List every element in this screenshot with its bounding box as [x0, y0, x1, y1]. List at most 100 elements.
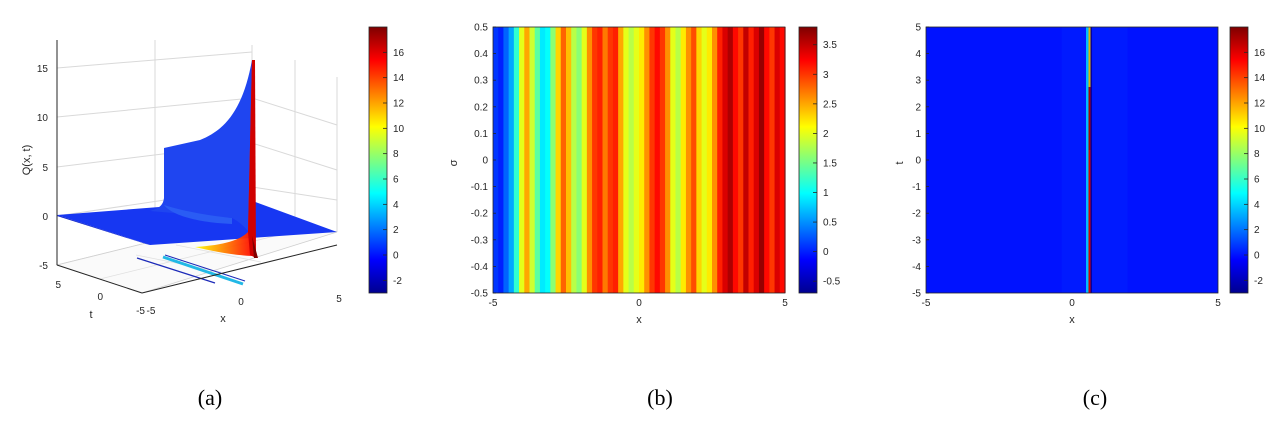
colorbar-tick-label: -0.5 — [823, 277, 841, 288]
colorbar-tick-label: 3 — [823, 70, 829, 81]
colorbar-tick-label: 2 — [393, 225, 399, 236]
panel-a: 15 10 5 0 -5 Q(x, t) 5 0 -5 t -5 0 5 x 1… — [21, 26, 405, 410]
colorbar-a: 16 14 12 10 8 6 4 2 0 -2 — [368, 26, 405, 294]
heatmap-cell — [644, 27, 651, 293]
y-tick-label: 0.4 — [474, 49, 488, 60]
heatmap-cell — [581, 27, 588, 293]
y-tick-label: 3 — [915, 76, 921, 87]
heatmap-cell — [753, 27, 760, 293]
colorbar-c: 16 14 12 10 8 6 4 2 0 -2 — [1229, 26, 1266, 294]
heatmap-cell — [1086, 27, 1089, 293]
colorbar-tick-label: 2.5 — [823, 99, 837, 110]
contour-line — [162, 255, 244, 286]
y-tick-label: -0.2 — [471, 209, 489, 220]
heatmap-cell — [706, 27, 713, 293]
heatmap-cell — [649, 27, 656, 293]
heatmap-cell — [758, 27, 765, 293]
heatmap-b — [493, 27, 786, 293]
z-tick-label: 15 — [37, 64, 49, 75]
heatmap-cell — [670, 27, 677, 293]
colorbar-tick-label: 1 — [823, 188, 829, 199]
colorbar-a-ticks: 16 14 12 10 8 6 4 2 0 -2 — [383, 48, 405, 287]
heatmap-cell — [701, 27, 708, 293]
panel-c-x-ticks: -5 0 5 — [922, 298, 1222, 309]
x-tick-label: 5 — [1215, 298, 1221, 309]
x-tick-label: 5 — [782, 298, 788, 309]
colorbar-tick-label: -2 — [1254, 276, 1263, 287]
contour-line — [136, 257, 216, 284]
caption-a: (a) — [198, 385, 222, 410]
colorbar-tick-label: 8 — [1254, 149, 1260, 160]
heatmap-cell — [717, 27, 724, 293]
colorbar-tick-label: 3.5 — [823, 40, 837, 51]
x-tick-label: 0 — [636, 298, 642, 309]
heatmap-cell — [597, 27, 604, 293]
y-tick-label: 2 — [915, 102, 921, 113]
caption-b: (b) — [647, 385, 673, 410]
heatmap-cell — [722, 27, 729, 293]
x-axis-label: x — [1069, 314, 1075, 326]
colorbar-tick-label: 6 — [1254, 175, 1260, 186]
colorbar-tick-label: 0.5 — [823, 218, 837, 229]
heatmap-cell — [571, 27, 578, 293]
heatmap-cell — [529, 27, 536, 293]
t-axis-label: t — [89, 309, 92, 321]
y-tick-label: -1 — [912, 182, 921, 193]
colorbar-tick-label: 8 — [393, 149, 399, 160]
heatmap-cell — [748, 27, 755, 293]
heatmap-cell — [628, 27, 635, 293]
heatmap-cell — [534, 27, 541, 293]
heatmap-cell — [539, 27, 546, 293]
colorbar-tick-label: 10 — [393, 124, 405, 135]
heatmap-cell — [545, 27, 551, 293]
colorbar-b-ticks: 3.5 3 2.5 2 1.5 1 0.5 0 -0.5 — [813, 40, 841, 288]
colorbar-tick-label: 1.5 — [823, 158, 837, 169]
x-tick-label: -5 — [147, 306, 156, 317]
heatmap-cell — [1061, 27, 1128, 293]
colorbar-tick-label: 2 — [1254, 225, 1260, 236]
z-axis-label: Q(x, t) — [21, 145, 33, 176]
y-tick-label: -0.4 — [471, 262, 489, 273]
heatmap-cell — [1090, 27, 1093, 293]
heatmap-cell — [513, 27, 520, 293]
panel-b: 0.5 0.4 0.3 0.2 0.1 0 -0.1 -0.2 -0.3 -0.4 -0.5 -5 … — [448, 23, 841, 411]
heatmap-cell — [696, 27, 703, 293]
panel-a-grid — [56, 40, 338, 266]
heatmap-cell — [633, 27, 640, 293]
colorbar-tick-label: 16 — [1254, 48, 1266, 59]
y-tick-label: 0.3 — [474, 76, 488, 87]
y-axis-label: σ — [448, 159, 460, 166]
heatmap-cell — [639, 27, 645, 293]
heatmap-cell — [560, 27, 567, 293]
heatmap-cell — [550, 27, 557, 293]
heatmap-cell — [555, 27, 562, 293]
panel-a-surface — [57, 60, 337, 258]
heatmap-cell — [1088, 27, 1091, 87]
y-tick-label: -2 — [912, 209, 921, 220]
y-tick-label: -0.5 — [471, 289, 489, 300]
heatmap-cell — [743, 27, 750, 293]
colorbar-tick-label: 0 — [393, 251, 399, 262]
y-tick-label: 0.1 — [474, 129, 488, 140]
y-tick-label: 0 — [482, 156, 488, 167]
colorbar-tick-label: 0 — [1254, 251, 1260, 262]
y-tick-label: 0.2 — [474, 102, 488, 113]
heatmap-cell — [566, 27, 572, 293]
heatmap-cell — [612, 27, 619, 293]
colorbar-tick-label: 6 — [393, 175, 399, 186]
heatmap-cell — [654, 27, 661, 293]
z-tick-label: -5 — [39, 261, 48, 272]
heatmap-cell — [1088, 150, 1091, 293]
colorbar-tick-label: 14 — [1254, 73, 1266, 84]
colorbar-tick-label: 12 — [1254, 99, 1266, 110]
heatmap-cell — [498, 27, 505, 293]
panel-a-axes — [56, 40, 338, 294]
heatmap-cell — [779, 27, 786, 293]
colorbar-tick-label: 12 — [393, 99, 405, 110]
t-tick-label: -5 — [136, 306, 145, 317]
x-tick-label: 0 — [238, 297, 244, 308]
y-tick-label: 4 — [915, 49, 921, 60]
heatmap-cell — [623, 27, 630, 293]
